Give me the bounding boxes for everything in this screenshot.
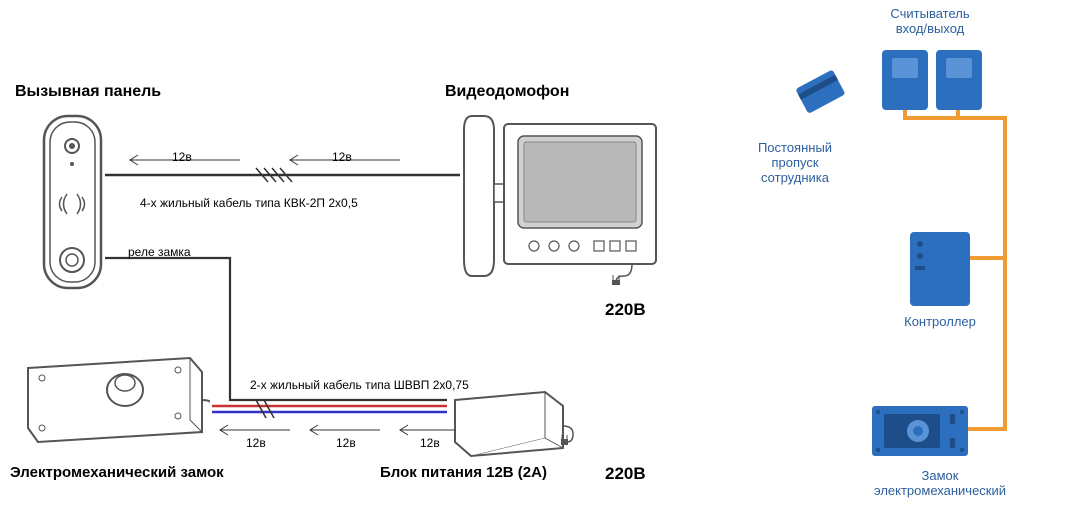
right-lock-device	[870, 404, 970, 460]
badge-label: Постоянный пропуск сотрудника	[740, 140, 850, 185]
badge-card-icon	[790, 68, 850, 118]
controller-label: Контроллер	[895, 314, 985, 329]
reader-devices	[878, 46, 988, 116]
right-lock-label: Замокэлектромеханический	[850, 468, 1030, 498]
controller-device	[908, 230, 972, 308]
